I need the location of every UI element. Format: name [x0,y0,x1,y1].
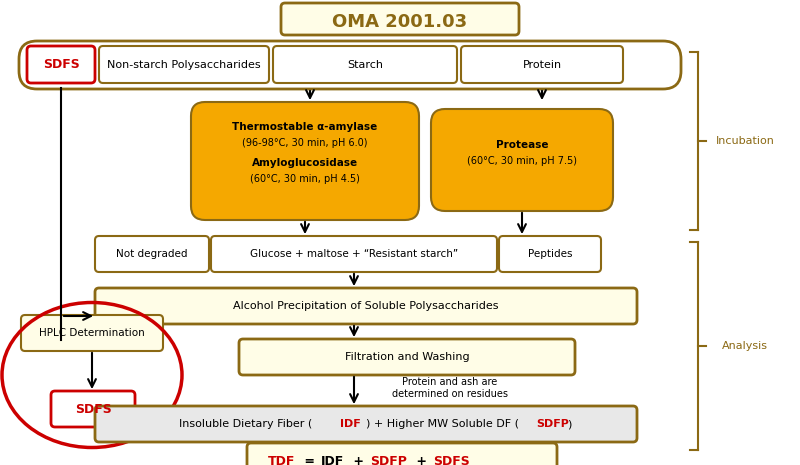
Text: HPLC Determination: HPLC Determination [39,328,145,338]
Text: Peptides: Peptides [528,249,572,259]
Text: (96-98°C, 30 min, pH 6.0): (96-98°C, 30 min, pH 6.0) [242,138,368,148]
Text: IDF: IDF [340,419,361,429]
Text: =: = [300,454,319,465]
FancyBboxPatch shape [211,236,497,272]
Text: Amyloglucosidase: Amyloglucosidase [252,158,358,168]
FancyBboxPatch shape [247,443,557,465]
Text: IDF: IDF [321,454,344,465]
Text: Glucose + maltose + “Resistant starch”: Glucose + maltose + “Resistant starch” [250,249,458,259]
Text: SDFS: SDFS [42,59,79,72]
Text: +: + [412,454,431,465]
Text: OMA 2001.03: OMA 2001.03 [333,13,467,31]
Text: Incubation: Incubation [715,136,774,146]
FancyBboxPatch shape [461,46,623,83]
FancyBboxPatch shape [27,46,95,83]
Text: SDFP: SDFP [536,419,569,429]
FancyBboxPatch shape [51,391,135,427]
Text: Alcohol Precipitation of Soluble Polysaccharides: Alcohol Precipitation of Soluble Polysac… [234,301,498,311]
Text: Protein and ash are: Protein and ash are [402,377,498,387]
FancyBboxPatch shape [99,46,269,83]
Text: ): ) [567,419,571,429]
Text: Insoluble Dietary Fiber (: Insoluble Dietary Fiber ( [179,419,312,429]
Text: Thermostable α-amylase: Thermostable α-amylase [232,122,378,132]
FancyBboxPatch shape [95,236,209,272]
Text: (60°C, 30 min, pH 4.5): (60°C, 30 min, pH 4.5) [250,174,360,184]
Text: TDF: TDF [268,454,295,465]
Text: Protease: Protease [496,140,548,150]
Text: Starch: Starch [347,60,383,70]
Text: Non-starch Polysaccharides: Non-starch Polysaccharides [107,60,261,70]
Text: SDFS: SDFS [433,454,470,465]
Text: (60°C, 30 min, pH 7.5): (60°C, 30 min, pH 7.5) [467,156,577,166]
Text: Not degraded: Not degraded [116,249,188,259]
FancyBboxPatch shape [499,236,601,272]
Text: Filtration and Washing: Filtration and Washing [345,352,470,362]
FancyBboxPatch shape [95,406,637,442]
Text: ) + Higher MW Soluble DF (: ) + Higher MW Soluble DF ( [366,419,519,429]
FancyBboxPatch shape [239,339,575,375]
FancyBboxPatch shape [95,288,637,324]
FancyBboxPatch shape [273,46,457,83]
FancyBboxPatch shape [21,315,163,351]
FancyBboxPatch shape [281,3,519,35]
Text: +: + [349,454,368,465]
Text: Analysis: Analysis [722,341,768,351]
Text: determined on residues: determined on residues [392,389,508,399]
FancyBboxPatch shape [191,102,419,220]
FancyBboxPatch shape [19,41,681,89]
Text: SDFS: SDFS [74,403,111,416]
FancyBboxPatch shape [431,109,613,211]
Text: SDFP: SDFP [370,454,407,465]
Text: Protein: Protein [522,60,562,70]
